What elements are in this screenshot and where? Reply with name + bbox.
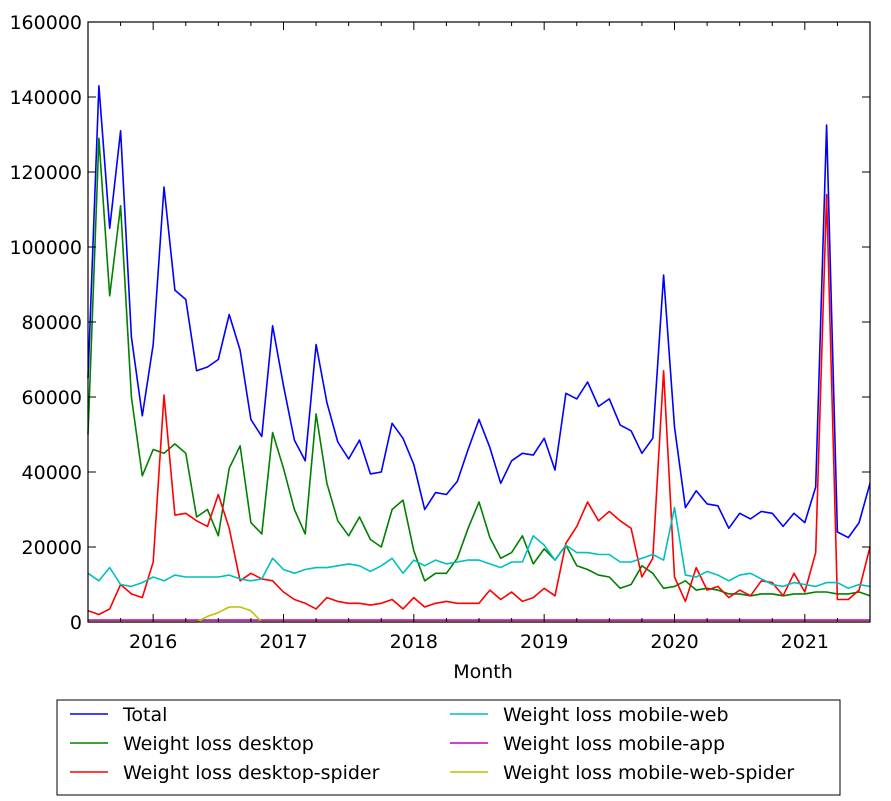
x-tick-label: 2019 xyxy=(520,631,568,653)
legend-label: Weight loss mobile-web xyxy=(503,704,729,726)
series-lines xyxy=(87,85,871,623)
axis-ticks: 0 20000 40000 60000 80000 100000 120000 140000 1… xyxy=(9,12,871,653)
x-tick-label: 2021 xyxy=(781,631,829,653)
legend-label: Weight loss mobile-app xyxy=(503,733,725,755)
x-tick-label: 2018 xyxy=(390,631,438,653)
legend-label: Weight loss desktop-spider xyxy=(123,762,380,784)
series-line-weight-loss-desktop xyxy=(87,137,871,597)
series-line-total xyxy=(87,85,871,539)
plot-frame xyxy=(87,21,871,623)
x-tick-label: 2017 xyxy=(259,631,307,653)
legend-box xyxy=(56,699,841,796)
legend-label: Weight loss desktop xyxy=(123,733,314,755)
y-tick-label: 80000 xyxy=(22,312,82,334)
legend-label: Weight loss mobile-web-spider xyxy=(503,762,794,784)
y-tick-label: 160000 xyxy=(9,12,82,34)
y-tick-label: 140000 xyxy=(9,87,82,109)
legend-label: Total xyxy=(122,704,167,726)
y-tick-label: 0 xyxy=(70,612,82,634)
y-tick-label: 100000 xyxy=(9,237,82,259)
y-tick-label: 40000 xyxy=(22,462,82,484)
series-line-weight-loss-mobile-web xyxy=(87,506,871,590)
legend: Total Weight loss desktop Weight loss desk… xyxy=(56,699,841,796)
x-tick-label: 2016 xyxy=(129,631,177,653)
y-tick-label: 20000 xyxy=(22,537,82,559)
x-tick-label: 2020 xyxy=(650,631,698,653)
series-line-weight-loss-desktop-spider xyxy=(87,193,871,616)
x-axis-label: Month xyxy=(453,661,513,683)
y-tick-label: 60000 xyxy=(22,387,82,409)
y-tick-label: 120000 xyxy=(9,162,82,184)
